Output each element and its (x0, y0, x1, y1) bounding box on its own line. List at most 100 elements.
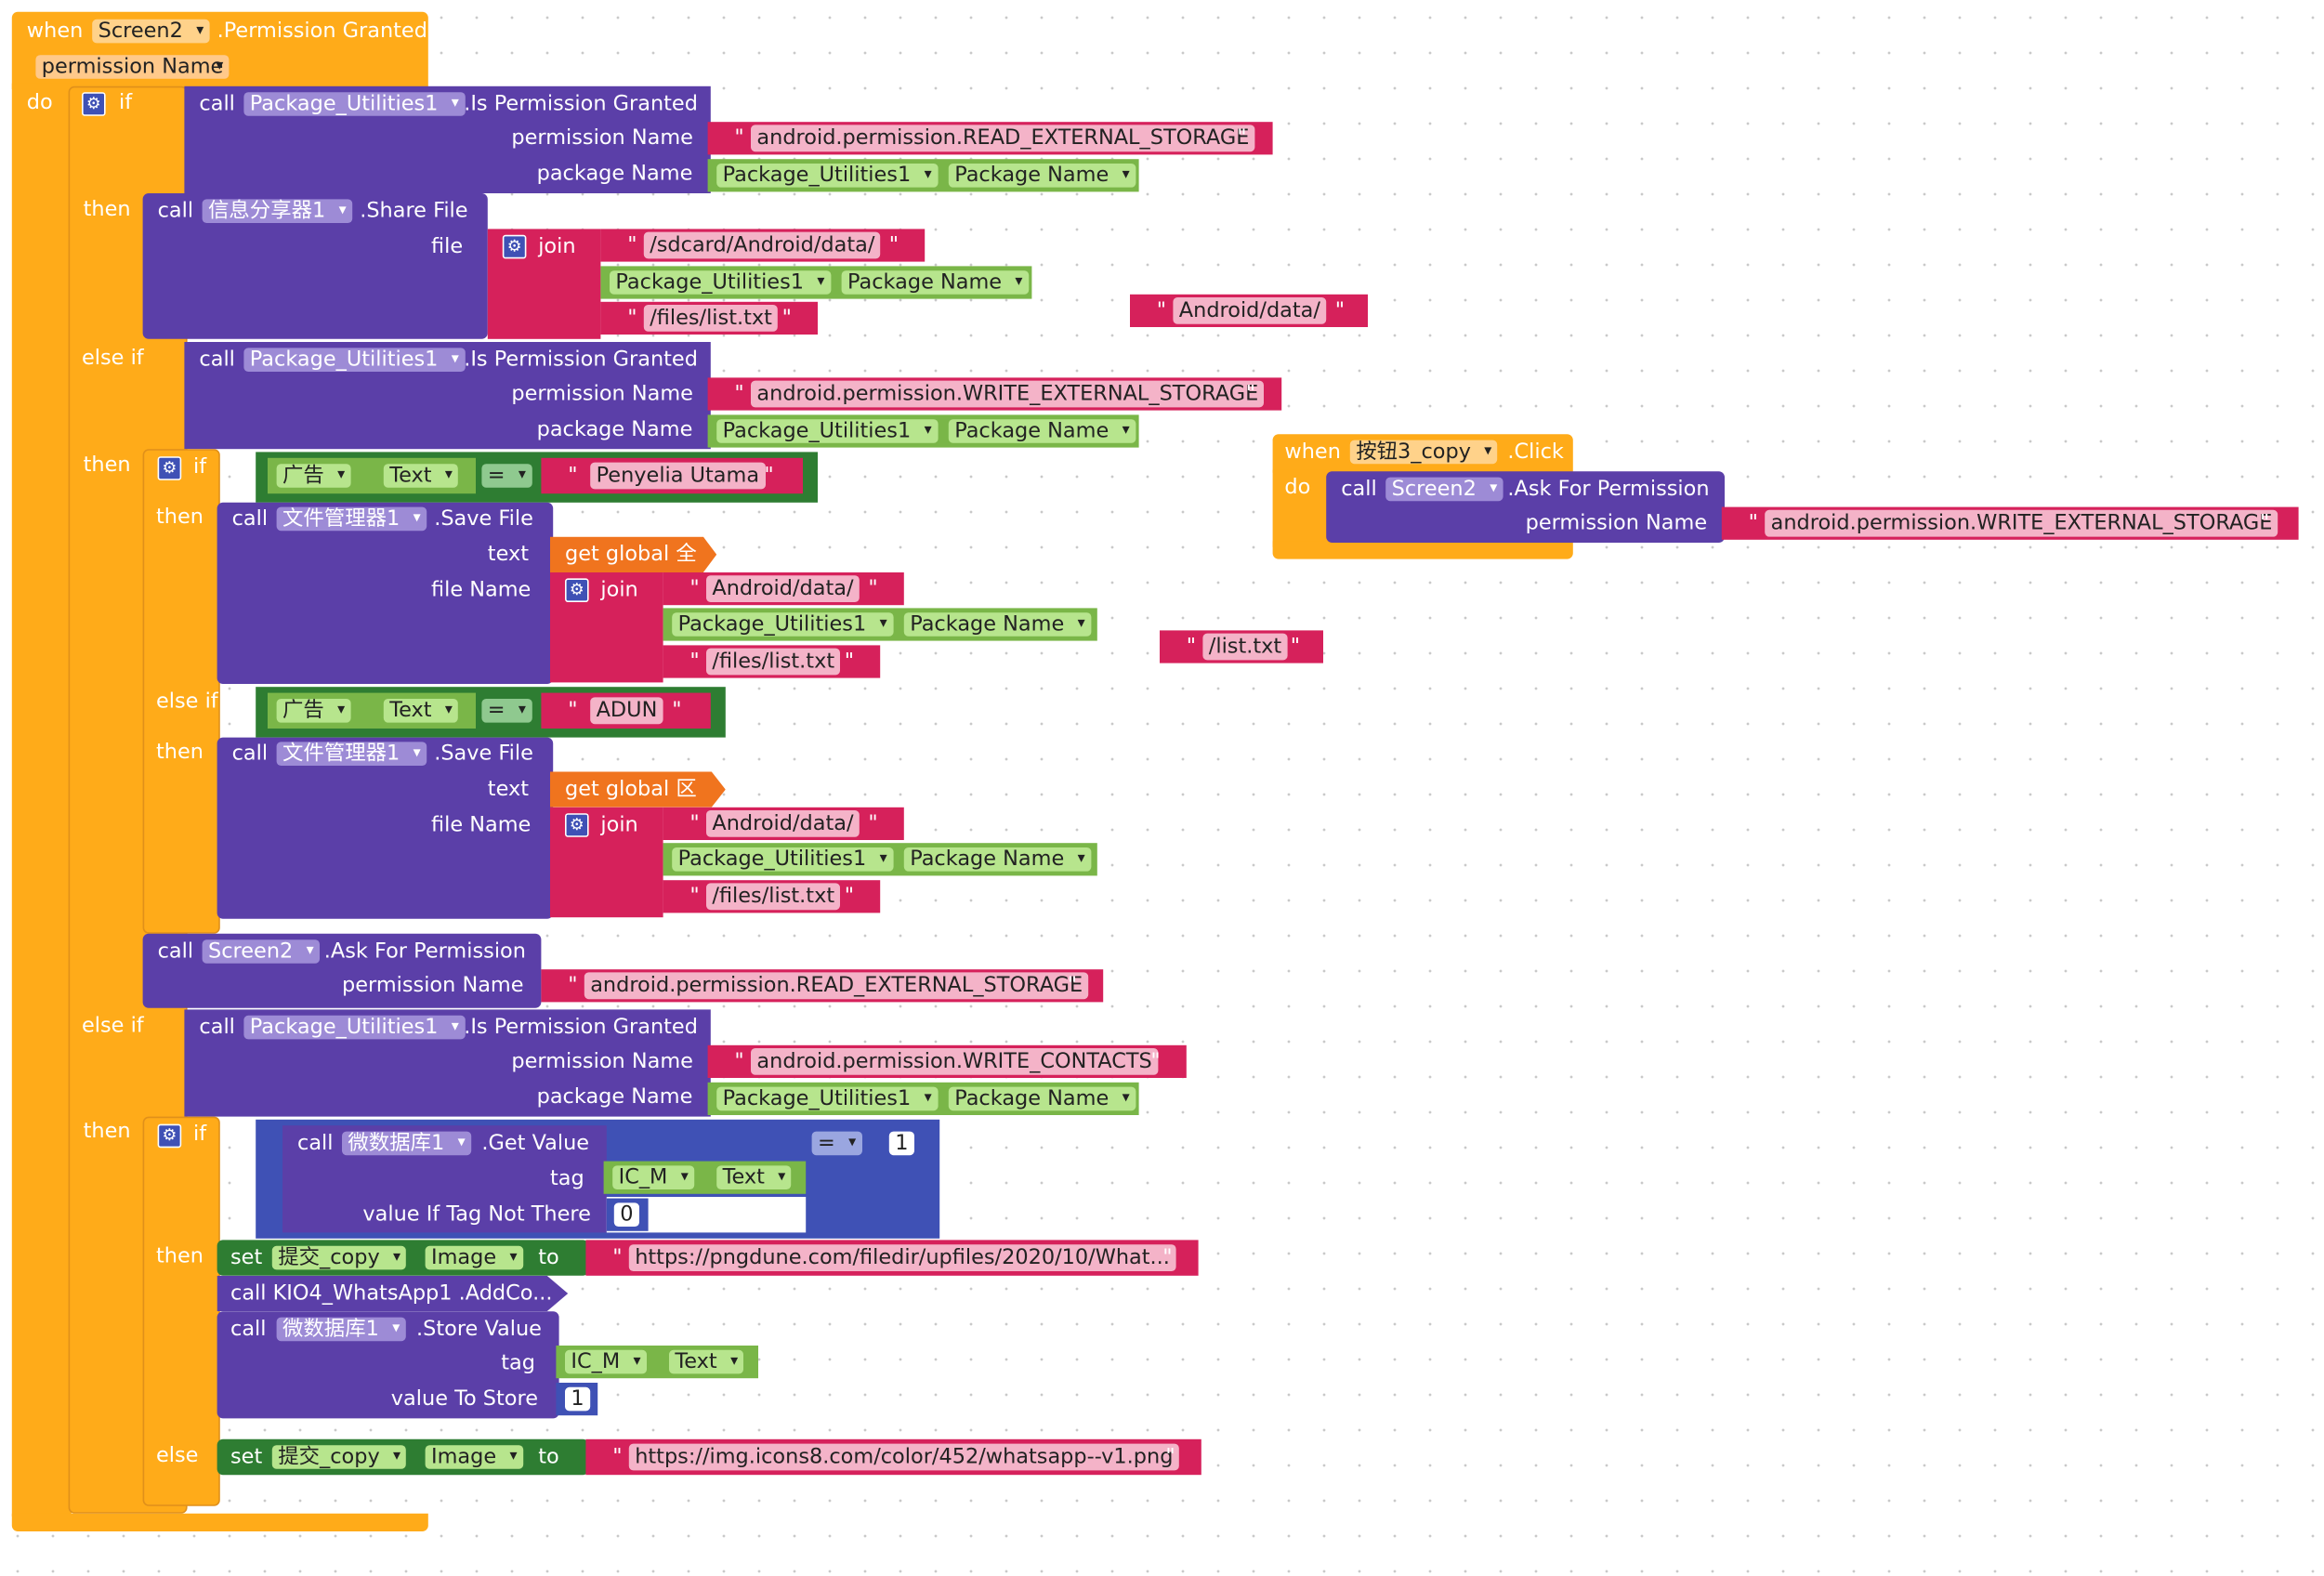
file-manager-dropdown[interactable]: 文件管理器1 (276, 506, 427, 532)
when-keyword: when (26, 19, 84, 44)
string-value[interactable]: https://pngdune.com/filedir/upfiles/2020… (628, 1244, 1176, 1271)
get-global-block[interactable] (550, 536, 717, 572)
addcontact-call[interactable] (217, 1275, 569, 1312)
arg-label: file Name (431, 578, 532, 602)
string-value[interactable]: Penyelia Utama (590, 462, 766, 490)
if-block[interactable] (142, 449, 220, 934)
event-block-footer (11, 1513, 428, 1531)
string-value[interactable]: /files/list.txt (643, 305, 779, 332)
string-value[interactable]: /files/list.txt (706, 648, 841, 676)
equals-operator-dropdown[interactable]: = (481, 464, 532, 488)
number-value[interactable]: 0 (613, 1202, 639, 1227)
ad-component-dropdown[interactable]: 广告 (276, 699, 351, 723)
tag-component-dropdown[interactable]: IC_M (612, 1165, 695, 1189)
file-manager-dropdown[interactable]: 文件管理器1 (276, 742, 427, 766)
method-name: .Ask For Permission (323, 939, 526, 964)
package-utilities-dropdown[interactable]: Package_Utilities1 (243, 92, 466, 116)
tinydb-dropdown[interactable]: 微数据库1 (342, 1131, 472, 1156)
number-value[interactable]: 1 (565, 1386, 591, 1412)
text-property-dropdown[interactable]: Text (383, 464, 459, 488)
to-keyword: to (538, 1445, 559, 1469)
string-value[interactable]: android.permission.WRITE_EXTERNAL_STORAG… (1765, 509, 2278, 537)
screen-dropdown[interactable]: Screen2 (202, 939, 321, 964)
then-keyword: then (83, 197, 131, 222)
string-value[interactable]: Android/data/ (706, 810, 860, 837)
button-component-dropdown[interactable]: 提交_copy (271, 1445, 407, 1469)
string-value[interactable]: Android/data/ (1173, 297, 1327, 324)
string-value[interactable]: android.permission.WRITE_EXTERNAL_STORAG… (751, 380, 1265, 408)
image-property-dropdown[interactable]: Image (425, 1445, 523, 1469)
text-property-dropdown[interactable]: Text (716, 1165, 792, 1189)
string-value[interactable]: ADUN (590, 697, 663, 725)
mutator-gear-icon[interactable]: ⚙ (565, 813, 589, 837)
if-keyword: if (193, 454, 207, 479)
event-param[interactable]: permission Name (35, 55, 230, 79)
package-utilities-dropdown[interactable]: Package_Utilities1 (610, 270, 831, 295)
method-name: .Is Permission Granted (464, 348, 698, 372)
package-utilities-dropdown[interactable]: Package_Utilities1 (672, 847, 894, 872)
string-value[interactable]: https://img.icons8.com/color/452/whatsap… (628, 1443, 1179, 1471)
property-dropdown[interactable]: Package Name (948, 419, 1136, 443)
package-utilities-dropdown[interactable]: Package_Utilities1 (243, 1015, 466, 1040)
call-keyword: call (231, 742, 269, 766)
property-dropdown[interactable]: Package Name (841, 270, 1029, 295)
event-component-dropdown[interactable]: Screen2 (92, 19, 210, 44)
property-dropdown[interactable]: Package Name (903, 847, 1092, 872)
sharer-dropdown[interactable]: 信息分享器1 (202, 199, 353, 223)
global-variable-label: get global 全 (565, 543, 697, 567)
else-if-keyword: else if (82, 346, 144, 371)
string-value[interactable]: /sdcard/Android/data/ (643, 231, 881, 259)
mutator-gear-icon[interactable]: ⚙ (157, 456, 182, 480)
equals-operator-dropdown[interactable]: = (811, 1131, 862, 1156)
method-name: .Store Value (416, 1317, 542, 1342)
text-property-dropdown[interactable]: Text (669, 1349, 744, 1374)
package-utilities-dropdown[interactable]: Package_Utilities1 (716, 164, 939, 188)
call-keyword: call (199, 92, 235, 116)
package-utilities-dropdown[interactable]: Package_Utilities1 (716, 1086, 939, 1111)
arg-label: value To Store (390, 1386, 539, 1412)
arg-label: file (431, 234, 464, 259)
else-if-keyword: else if (82, 1014, 144, 1038)
then-keyword: then (156, 1244, 204, 1268)
button-component-dropdown[interactable]: 提交_copy (271, 1245, 407, 1270)
button-component-dropdown[interactable]: 按钮3_copy (1349, 440, 1498, 465)
tag-component-dropdown[interactable]: IC_M (565, 1349, 647, 1374)
join-keyword: join (600, 578, 638, 602)
save-file-call[interactable] (217, 502, 554, 684)
mutator-gear-icon[interactable]: ⚙ (82, 92, 106, 116)
package-utilities-dropdown[interactable]: Package_Utilities1 (243, 348, 466, 372)
equals-operator-dropdown[interactable]: = (481, 699, 532, 723)
string-value[interactable]: android.permission.READ_EXTERNAL_STORAGE (751, 125, 1255, 152)
package-utilities-dropdown[interactable]: Package_Utilities1 (672, 612, 894, 637)
mutator-gear-icon[interactable]: ⚙ (502, 234, 527, 259)
mutator-gear-icon[interactable]: ⚙ (565, 578, 589, 602)
call-keyword: call (297, 1131, 334, 1156)
then-keyword: then (156, 740, 204, 765)
string-value[interactable]: android.permission.READ_EXTERNAL_STORAGE (584, 972, 1089, 1000)
package-utilities-dropdown[interactable]: Package_Utilities1 (716, 419, 939, 443)
string-value[interactable]: /list.txt (1202, 633, 1288, 661)
screen-dropdown[interactable]: Screen2 (1385, 477, 1503, 502)
property-dropdown[interactable]: Package Name (948, 1086, 1136, 1111)
get-global-block[interactable] (550, 771, 726, 808)
string-value[interactable]: /files/list.txt (706, 883, 841, 911)
arg-label: permission Name (511, 382, 693, 406)
text-property-dropdown[interactable]: Text (383, 699, 459, 723)
mutator-gear-icon[interactable]: ⚙ (157, 1123, 182, 1149)
then-keyword: then (83, 1119, 131, 1144)
property-dropdown[interactable]: Package Name (948, 164, 1136, 188)
string-value[interactable]: Android/data/ (706, 575, 860, 602)
arg-label: package Name (536, 417, 693, 442)
string-value[interactable]: android.permission.WRITE_CONTACTS (751, 1048, 1159, 1075)
arg-label: package Name (536, 1085, 693, 1110)
property-dropdown[interactable]: Package Name (903, 612, 1092, 637)
to-keyword: to (538, 1245, 559, 1270)
image-property-dropdown[interactable]: Image (425, 1245, 523, 1270)
save-file-call[interactable] (217, 737, 554, 919)
ad-component-dropdown[interactable]: 广告 (276, 464, 351, 488)
tinydb-dropdown[interactable]: 微数据库1 (276, 1317, 406, 1342)
number-value[interactable]: 1 (888, 1131, 914, 1156)
arg-label: permission Name (1525, 511, 1708, 535)
arg-label: tag (501, 1351, 535, 1375)
